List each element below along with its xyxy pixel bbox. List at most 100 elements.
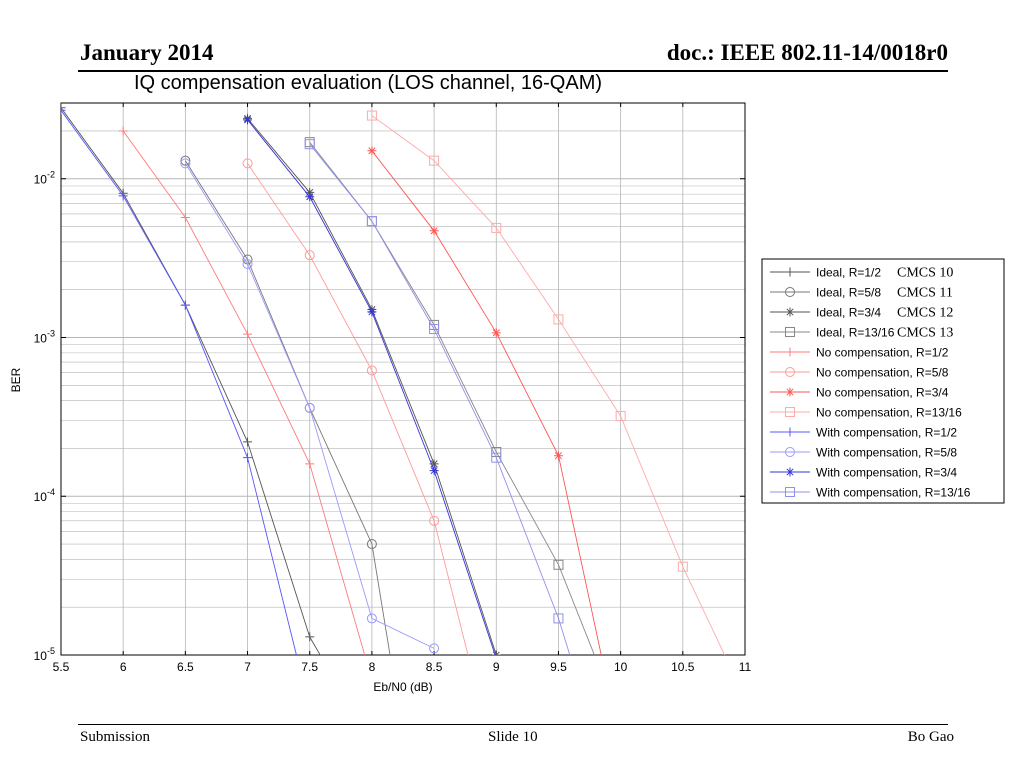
data-point bbox=[491, 328, 501, 338]
data-point bbox=[243, 115, 253, 125]
series-10 bbox=[180, 158, 440, 654]
data-point bbox=[366, 613, 377, 624]
legend-label: No compensation, R=3/4 bbox=[816, 386, 949, 400]
data-point bbox=[553, 559, 564, 570]
series-12 bbox=[304, 139, 571, 655]
series-8 bbox=[366, 110, 726, 655]
data-point bbox=[553, 613, 564, 624]
legend-label: Ideal, R=1/2 bbox=[816, 266, 881, 280]
y-tick-label: 10-4 bbox=[34, 487, 55, 504]
x-tick-label: 11 bbox=[739, 660, 752, 674]
x-tick-label: 9.5 bbox=[550, 660, 567, 674]
y-axis-label: BER bbox=[9, 367, 23, 392]
series-11 bbox=[243, 115, 496, 655]
y-tick-label: 10-2 bbox=[34, 170, 55, 187]
data-point bbox=[180, 158, 191, 169]
legend-label: Ideal, R=13/16 bbox=[816, 326, 895, 340]
chart-title: IQ compensation evaluation (LOS channel,… bbox=[134, 72, 603, 94]
data-point bbox=[243, 453, 253, 463]
legend-item: No compensation, R=5/8 bbox=[770, 366, 949, 380]
series-layer bbox=[61, 103, 726, 655]
legend-cmcs-note: CMCS 10 bbox=[897, 266, 953, 281]
legend-label: With compensation, R=5/8 bbox=[816, 446, 957, 460]
data-point bbox=[366, 216, 377, 227]
data-point bbox=[304, 250, 315, 261]
header-date: January 2014 bbox=[80, 40, 214, 65]
legend-item: No compensation, R=1/2 bbox=[770, 346, 949, 360]
series-line bbox=[309, 143, 571, 655]
x-axis-label: Eb/N0 (dB) bbox=[373, 680, 432, 694]
plot-area bbox=[61, 103, 745, 655]
legend-item: With compensation, R=3/4 bbox=[770, 466, 957, 480]
legend-item: Ideal, R=3/4 CMCS 12 bbox=[770, 306, 953, 321]
x-tick-label: 8.5 bbox=[426, 660, 443, 674]
legend-label: Ideal, R=3/4 bbox=[816, 306, 881, 320]
legend-cmcs-note: CMCS 13 bbox=[897, 326, 953, 341]
data-point bbox=[242, 158, 253, 169]
data-point bbox=[118, 191, 128, 201]
data-point bbox=[785, 347, 795, 357]
data-point bbox=[785, 307, 795, 317]
data-point bbox=[785, 287, 795, 297]
plot-frame bbox=[60, 102, 746, 656]
series-line bbox=[61, 107, 321, 655]
data-point bbox=[367, 307, 377, 317]
header-rule bbox=[78, 70, 948, 72]
footer-author: Bo Gao bbox=[907, 729, 954, 745]
series-6 bbox=[242, 158, 469, 655]
data-point bbox=[491, 650, 501, 655]
legend-item: No compensation, R=3/4 bbox=[770, 386, 949, 400]
data-point bbox=[180, 212, 190, 222]
legend-item: With compensation, R=5/8 bbox=[770, 446, 957, 460]
footer-slide-number: Slide 10 bbox=[488, 729, 538, 745]
data-point bbox=[305, 192, 315, 202]
data-point bbox=[785, 327, 795, 337]
x-tick-label: 6 bbox=[120, 660, 127, 674]
data-point bbox=[242, 259, 253, 270]
data-point bbox=[429, 643, 440, 654]
legend-item: No compensation, R=13/16 bbox=[770, 406, 962, 420]
legend-item: With compensation, R=1/2 bbox=[770, 426, 957, 440]
legend-box bbox=[761, 258, 1005, 504]
data-point bbox=[304, 139, 315, 150]
data-point bbox=[553, 451, 563, 461]
x-tick-label: 6.5 bbox=[177, 660, 194, 674]
legend-label: With compensation, R=13/16 bbox=[816, 486, 971, 500]
data-point bbox=[366, 110, 377, 121]
series-line bbox=[247, 163, 469, 655]
data-point bbox=[491, 222, 502, 233]
x-tick-label: 10.5 bbox=[671, 660, 695, 674]
data-point bbox=[429, 324, 440, 335]
data-point bbox=[366, 365, 377, 376]
x-tick-label: 8 bbox=[369, 660, 376, 674]
data-point bbox=[785, 467, 795, 477]
legend-cmcs-note: CMCS 11 bbox=[897, 286, 953, 301]
data-point bbox=[677, 561, 688, 572]
x-tick-label: 7.5 bbox=[301, 660, 318, 674]
data-point bbox=[785, 407, 795, 417]
data-point bbox=[429, 466, 439, 476]
legend-item: With compensation, R=13/16 bbox=[770, 486, 971, 500]
data-point bbox=[491, 446, 502, 457]
footer-submission: Submission bbox=[80, 729, 151, 745]
data-point bbox=[243, 329, 253, 339]
legend-cmcs-note: CMCS 12 bbox=[897, 306, 953, 321]
series-5 bbox=[118, 126, 366, 655]
header-doc-id: doc.: IEEE 802.11-14/0018r0 bbox=[666, 40, 948, 65]
legend-label: With compensation, R=1/2 bbox=[816, 426, 957, 440]
data-point bbox=[366, 539, 377, 550]
data-point bbox=[429, 226, 439, 236]
legend-label: No compensation, R=1/2 bbox=[816, 346, 949, 360]
series-line bbox=[185, 163, 435, 649]
data-point bbox=[180, 155, 191, 166]
data-point bbox=[118, 126, 128, 136]
data-point bbox=[785, 367, 795, 377]
data-point bbox=[615, 411, 626, 422]
series-line bbox=[371, 115, 726, 655]
data-point bbox=[367, 146, 377, 156]
data-point bbox=[785, 387, 795, 397]
x-tick-label: 9 bbox=[493, 660, 500, 674]
series-7 bbox=[367, 146, 602, 655]
